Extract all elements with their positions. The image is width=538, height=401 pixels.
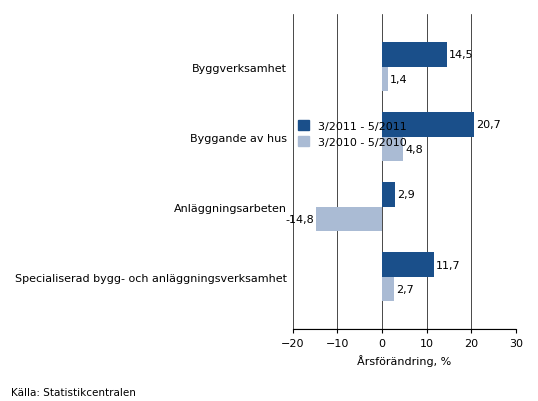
Text: 2,7: 2,7 bbox=[396, 284, 414, 294]
Text: 4,8: 4,8 bbox=[405, 145, 423, 154]
Legend: 3/2011 - 5/2011, 3/2010 - 5/2010: 3/2011 - 5/2011, 3/2010 - 5/2010 bbox=[298, 121, 407, 148]
Text: Källa: Statistikcentralen: Källa: Statistikcentralen bbox=[11, 387, 136, 397]
X-axis label: Årsförändring, %: Årsförändring, % bbox=[357, 354, 451, 366]
Text: 11,7: 11,7 bbox=[436, 260, 461, 270]
Bar bbox=[382, 43, 447, 67]
Text: 2,9: 2,9 bbox=[397, 190, 414, 200]
Bar bbox=[382, 137, 404, 162]
Bar bbox=[382, 277, 394, 302]
Text: 1,4: 1,4 bbox=[390, 75, 408, 85]
Bar bbox=[316, 207, 382, 232]
Bar bbox=[382, 253, 434, 277]
Text: -14,8: -14,8 bbox=[285, 215, 314, 225]
Text: 20,7: 20,7 bbox=[476, 120, 501, 130]
Bar bbox=[382, 67, 388, 92]
Bar bbox=[382, 113, 475, 137]
Text: 14,5: 14,5 bbox=[449, 50, 473, 60]
Bar bbox=[382, 183, 395, 207]
